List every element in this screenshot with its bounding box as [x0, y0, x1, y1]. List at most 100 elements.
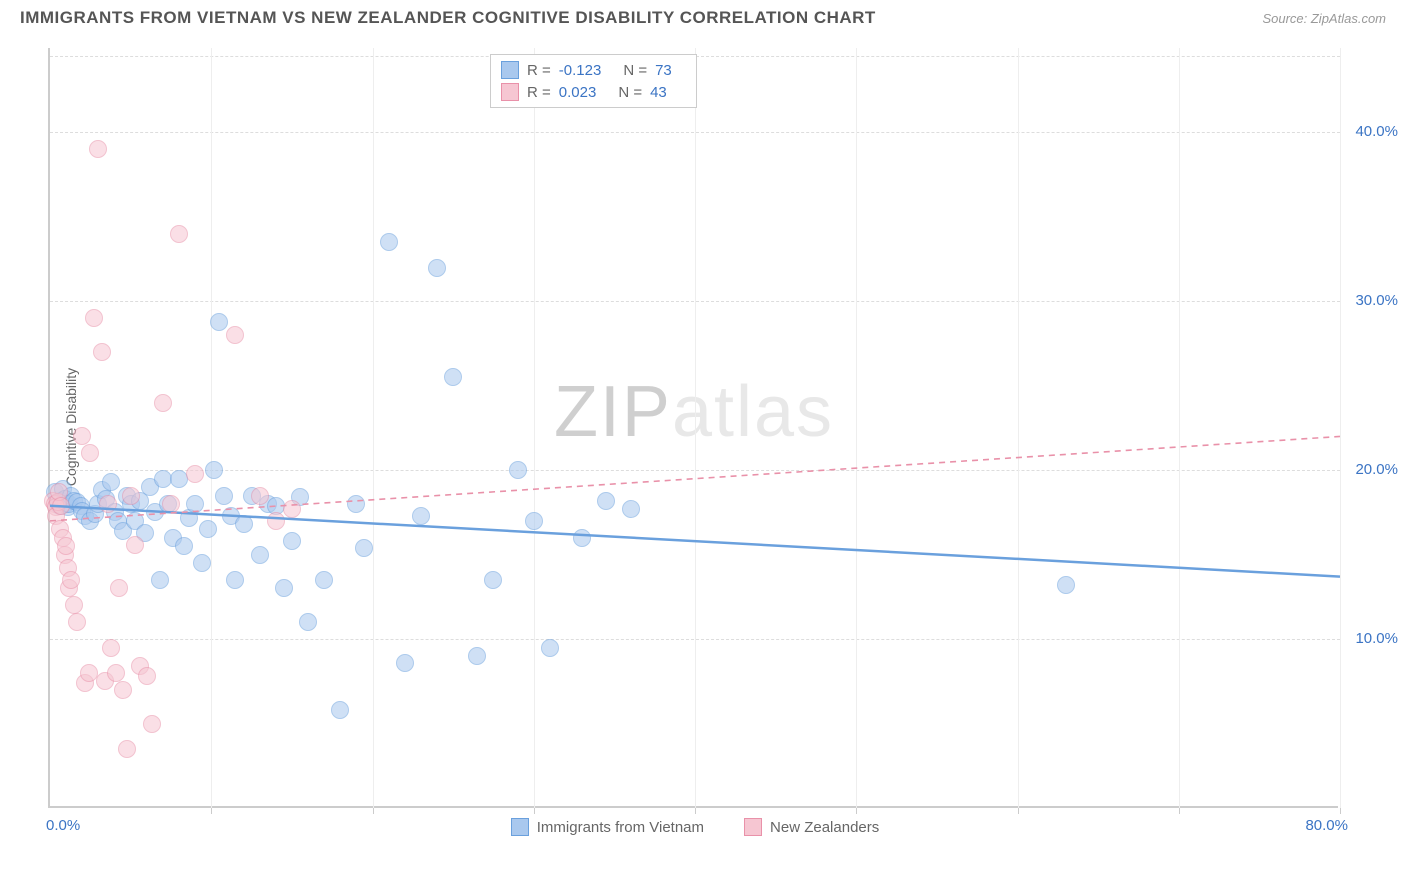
data-point: [93, 343, 111, 361]
data-point: [444, 368, 462, 386]
data-point: [1057, 576, 1075, 594]
data-point: [62, 571, 80, 589]
data-point: [193, 554, 211, 572]
data-point: [122, 487, 140, 505]
data-point: [412, 507, 430, 525]
data-point: [114, 681, 132, 699]
data-point: [65, 596, 83, 614]
data-point: [509, 461, 527, 479]
data-point: [89, 140, 107, 158]
legend-n-label: N =: [623, 62, 647, 79]
data-point: [226, 571, 244, 589]
legend-correlation: R =-0.123N =73R =0.023N =43: [490, 54, 697, 108]
data-point: [235, 515, 253, 533]
data-point: [199, 520, 217, 538]
data-point: [186, 495, 204, 513]
legend-series: Immigrants from Vietnam New Zealanders: [50, 818, 1340, 836]
data-point: [162, 495, 180, 513]
data-point: [251, 546, 269, 564]
data-point: [143, 715, 161, 733]
data-point: [154, 394, 172, 412]
data-point: [102, 639, 120, 657]
data-point: [275, 579, 293, 597]
data-point: [283, 500, 301, 518]
data-point: [541, 639, 559, 657]
data-point: [57, 537, 75, 555]
legend-n-label: N =: [618, 84, 642, 101]
data-point: [151, 571, 169, 589]
y-axis-label: Cognitive Disability: [63, 368, 79, 486]
legend-r-label: R =: [527, 62, 551, 79]
data-point: [175, 537, 193, 555]
data-point: [52, 497, 70, 515]
legend-r-value: -0.123: [559, 62, 602, 79]
data-point: [170, 225, 188, 243]
data-point: [226, 326, 244, 344]
data-point: [85, 309, 103, 327]
legend-swatch: [744, 818, 762, 836]
legend-correlation-row: R = -0.123 N = 73: [501, 59, 686, 81]
data-point: [428, 259, 446, 277]
data-point: [484, 571, 502, 589]
gridline-v: [1179, 48, 1180, 808]
data-point: [205, 461, 223, 479]
legend-series-label: New Zealanders: [770, 819, 879, 836]
legend-series-item: Immigrants from Vietnam: [511, 818, 704, 836]
legend-series-label: Immigrants from Vietnam: [537, 819, 704, 836]
data-point: [68, 613, 86, 631]
y-tick-label: 20.0%: [1355, 461, 1398, 478]
data-point: [210, 313, 228, 331]
data-point: [315, 571, 333, 589]
gridline-v: [534, 48, 535, 808]
data-point: [110, 579, 128, 597]
data-point: [126, 536, 144, 554]
data-point: [186, 465, 204, 483]
gridline-v: [373, 48, 374, 808]
gridline-v: [856, 48, 857, 808]
data-point: [525, 512, 543, 530]
data-point: [396, 654, 414, 672]
watermark-zip: ZIP: [554, 372, 672, 452]
legend-swatch: [501, 83, 519, 101]
data-point: [573, 529, 591, 547]
legend-n-value: 43: [650, 84, 667, 101]
legend-r-label: R =: [527, 84, 551, 101]
data-point: [215, 487, 233, 505]
data-point: [267, 512, 285, 530]
gridline-v: [211, 48, 212, 808]
gridline-v: [1340, 48, 1341, 808]
data-point: [102, 473, 120, 491]
data-point: [355, 539, 373, 557]
data-point: [597, 492, 615, 510]
legend-series-item: New Zealanders: [744, 818, 879, 836]
legend-swatch: [511, 818, 529, 836]
data-point: [138, 667, 156, 685]
plot-area: ZIPatlas Cognitive Disability 10.0%20.0%…: [48, 48, 1338, 808]
data-point: [299, 613, 317, 631]
y-tick-label: 30.0%: [1355, 292, 1398, 309]
legend-n-value: 73: [655, 62, 672, 79]
data-point: [73, 427, 91, 445]
data-point: [107, 664, 125, 682]
data-point: [468, 647, 486, 665]
data-point: [347, 495, 365, 513]
gridline-v: [695, 48, 696, 808]
chart-source: Source: ZipAtlas.com: [1262, 11, 1386, 26]
data-point: [283, 532, 301, 550]
chart-container: ZIPatlas Cognitive Disability 10.0%20.0%…: [48, 48, 1388, 828]
gridline-v: [1018, 48, 1019, 808]
watermark-atlas: atlas: [672, 372, 834, 452]
y-tick-label: 10.0%: [1355, 630, 1398, 647]
data-point: [251, 487, 269, 505]
data-point: [380, 233, 398, 251]
data-point: [99, 495, 117, 513]
data-point: [81, 444, 99, 462]
data-point: [118, 740, 136, 758]
chart-header: IMMIGRANTS FROM VIETNAM VS NEW ZEALANDER…: [0, 0, 1406, 32]
legend-correlation-row: R = 0.023 N = 43: [501, 81, 686, 103]
chart-title: IMMIGRANTS FROM VIETNAM VS NEW ZEALANDER…: [20, 8, 876, 28]
y-tick-label: 40.0%: [1355, 123, 1398, 140]
data-point: [331, 701, 349, 719]
legend-swatch: [501, 61, 519, 79]
legend-r-value: 0.023: [559, 84, 597, 101]
